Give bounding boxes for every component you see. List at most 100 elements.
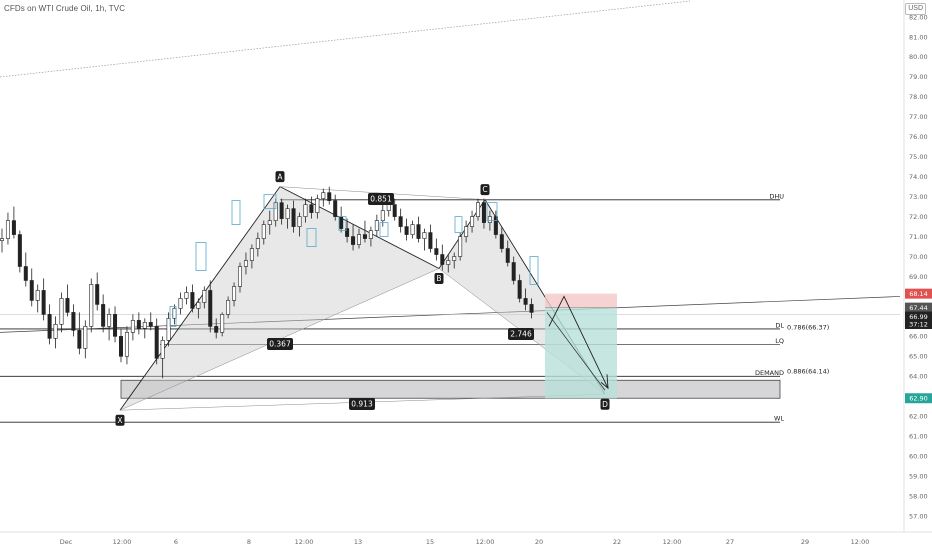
price-tag: 67.44 [905,302,932,313]
x-tick-label: 8 [247,538,251,546]
candle-body-up [166,318,171,341]
y-tick-label: 79.00 [909,73,928,81]
price-tag-text: 67.44 [909,304,928,312]
x-tick-label: 20 [535,538,543,546]
x-tick-label: Dec [60,538,73,546]
candle [339,206,344,233]
candle [59,292,64,333]
candle [101,294,106,333]
candle-body-down [416,224,421,239]
candle [517,274,522,303]
candle [77,312,82,355]
y-tick-label: 57.00 [909,512,928,520]
currency-badge[interactable]: USD [905,3,926,15]
y-tick-label: 62.00 [909,413,928,421]
pattern-point-label: C [482,185,487,194]
candle [422,228,427,251]
y-tick-label: 59.00 [909,472,928,480]
candle-body-up [59,298,64,325]
ratio-label: 0.367 [267,338,293,350]
x-tick-label: 12:00 [851,538,870,546]
y-tick-label: 74.00 [909,173,928,181]
candle [255,232,260,257]
pattern-point-bg [115,414,125,426]
candle [11,206,16,239]
order-block-box [454,216,463,233]
candle-body-down [511,262,516,281]
candle-body-up [124,332,129,357]
candle-body-up [297,216,302,227]
candle-body-down [333,200,338,217]
candle-body-up [5,220,10,239]
candle-body-up [374,220,379,231]
order-block-box [338,216,347,231]
candle-body-up [202,290,207,303]
candle [178,292,183,315]
candle-body-up [285,208,290,219]
candle-body-up [35,290,40,301]
y-tick-label: 73.00 [909,193,928,201]
candle [17,230,22,273]
y-tick-label: 80.00 [909,53,928,61]
candle [166,312,171,347]
candle-body-up [380,210,385,221]
candle [214,318,219,339]
candle-body-up [303,204,308,217]
candle [404,218,409,241]
candle-body-up [470,216,475,227]
candle-body-up [386,204,391,211]
pattern-point-label: D [602,400,608,409]
pattern-point-bg [600,398,610,410]
candle [374,214,379,237]
candle-body-up [410,224,415,235]
candle-body-down [17,234,22,267]
price-tag-bg [905,288,932,299]
candle-body-down [309,204,314,213]
price-tag-bg [905,393,932,404]
candle-body-up [356,234,361,245]
candle [398,208,403,233]
candle-body-down [404,226,409,235]
candle-body-up [255,238,260,249]
level-label-lq: LQ [775,337,784,345]
pattern-point-bg [275,171,285,183]
candle [238,262,243,293]
candle [345,218,350,243]
candle-body-down [71,312,76,331]
candle [190,284,195,313]
candle-body-down [434,248,439,255]
candle [196,298,201,319]
candle-body-up [464,226,469,237]
price-tag-bg [905,302,932,313]
candle-body-down [529,304,534,313]
price-tag-text: 68.14 [909,290,928,298]
projection-arrowhead [600,374,609,390]
candle [523,288,528,311]
candle [89,278,94,333]
candle [452,252,457,269]
pattern-point-label: B [436,274,441,283]
order-block-box [169,306,177,327]
candle [481,198,486,229]
candle-body-down [95,284,100,305]
candle [53,316,58,349]
candle-body-up [53,324,58,339]
candle-body-down [77,330,82,349]
candle-body-up [458,236,463,257]
candle [41,278,46,321]
candle-body-down [148,322,153,327]
ratio-label: 2.746 [508,328,534,340]
candle-body-down [113,314,118,337]
candle [368,226,373,247]
pattern-point-label: X [117,416,122,425]
candle-body-up [368,230,373,239]
ratio-label-bg [267,338,293,350]
candle-body-up [422,232,427,239]
pattern-leg-xa [119,186,281,411]
y-tick-label: 70.00 [909,253,928,261]
candle [362,220,367,243]
price-tag: 68.14 [905,288,932,299]
candle [35,284,40,313]
candle-body-up [446,260,451,265]
